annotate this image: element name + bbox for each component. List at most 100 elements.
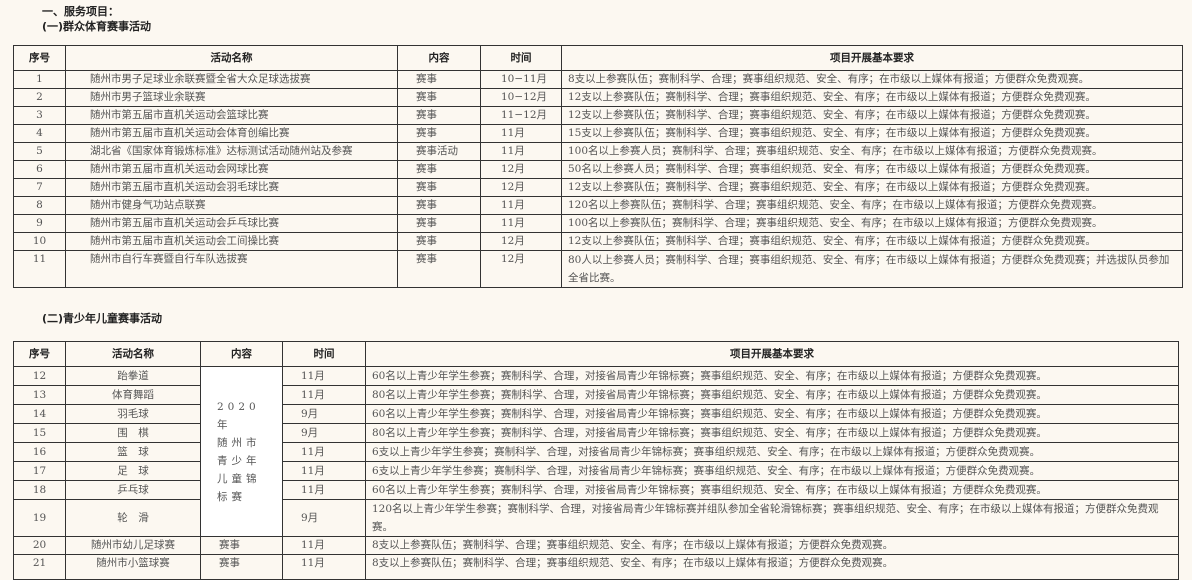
cell-requirements: 8支以上参赛队伍；赛制科学、合理；赛事组织规范、安全、有序；在市级以上媒体有报道… bbox=[365, 536, 1179, 555]
section2-title: (二)青少年儿童赛事活动 bbox=[42, 312, 163, 325]
cell-activity-name: 足 球 bbox=[65, 461, 201, 481]
cell-requirements: 100名以上参赛人员；赛制科学、合理；赛事组织规范、安全、有序；在市级以上媒体有… bbox=[561, 142, 1183, 161]
cell-time: 11月 bbox=[480, 196, 562, 215]
cell-requirements: 60名以上青少年学生参赛；赛制科学、合理，对接省局青少年锦标赛；赛事组织规范、安… bbox=[365, 404, 1179, 424]
cell-activity-name: 随州市男子篮球业余联赛 bbox=[65, 88, 398, 107]
table-row: 21 随州市小篮球赛 赛事 11月 8支以上参赛队伍；赛制科学、合理；赛事组织规范、安全… bbox=[13, 554, 1179, 580]
cell-activity-name: 篮 球 bbox=[65, 442, 201, 462]
cell-row-number: 18 bbox=[13, 480, 66, 500]
cell-requirements: 6支以上青少年学生参赛；赛制科学、合理，对接省局青少年锦标赛；赛事组织规范、安全… bbox=[365, 442, 1179, 462]
table-row: 17 足 球 11月 6支以上青少年学生参赛；赛制科学、合理，对接省局青少年锦标赛；赛… bbox=[13, 461, 1179, 481]
cell-activity-name: 随州市幼儿足球赛 bbox=[65, 536, 201, 555]
cell-content: 赛事 bbox=[397, 70, 481, 89]
cell-content: 赛事 bbox=[397, 196, 481, 215]
cell-activity-name: 羽毛球 bbox=[65, 404, 201, 424]
table-row: 8 随州市健身气功站点联赛 赛事 11月 120名以上参赛队伍；赛制科学、合理；赛事组织… bbox=[13, 196, 1183, 215]
cell-requirements: 12支以上参赛队伍；赛制科学、合理；赛事组织规范、安全、有序；在市级以上媒体有报… bbox=[561, 232, 1183, 251]
cell-requirements: 12支以上参赛队伍；赛制科学、合理；赛事组织规范、安全、有序；在市级以上媒体有报… bbox=[561, 88, 1183, 107]
cell-activity-name: 跆拳道 bbox=[65, 366, 201, 386]
cell-time: 9月 bbox=[282, 404, 366, 424]
cell-requirements: 80人以上参赛人员；赛制科学、合理；赛事组织规范、安全、有序；在市级以上媒体有报… bbox=[561, 250, 1183, 288]
cell-activity-name: 随州市第五届市直机关运动会工间操比赛 bbox=[65, 232, 398, 251]
cell-requirements: 80名以上青少年学生参赛；赛制科学、合理，对接省局青少年锦标赛；赛事组织规范、安… bbox=[365, 385, 1179, 405]
heading: 一、服务项目： bbox=[42, 5, 119, 18]
table-row: 18 乒乓球 11月 60名以上青少年学生参赛；赛制科学、合理，对接省局青少年锦标赛；… bbox=[13, 480, 1179, 500]
cell-row-number: 11 bbox=[13, 250, 66, 288]
cell-activity-name: 随州市第五届市直机关运动会羽毛球比赛 bbox=[65, 178, 398, 197]
table-row: 16 篮 球 11月 6支以上青少年学生参赛；赛制科学、合理，对接省局青少年锦标赛；赛… bbox=[13, 442, 1179, 462]
cell-time: 9月 bbox=[282, 423, 366, 443]
cell-time: 10−11月 bbox=[480, 70, 562, 89]
cell-content: 赛事 bbox=[397, 124, 481, 143]
cell-activity-name: 随州市第五届市直机关运动会乒乓球比赛 bbox=[65, 214, 398, 233]
cell-content: 赛事 bbox=[397, 106, 481, 125]
cell-row-number: 12 bbox=[13, 366, 66, 386]
cell-time: 12月 bbox=[480, 178, 562, 197]
cell-activity-name: 随州市男子足球业余联赛暨全省大众足球选拔赛 bbox=[65, 70, 398, 89]
cell-row-number: 14 bbox=[13, 404, 66, 424]
cell-content: 赛事 bbox=[200, 554, 283, 580]
header-time: 时间 bbox=[480, 45, 562, 71]
cell-time: 9月 bbox=[282, 499, 366, 537]
youth-sports-events-table: 序号 活动名称 内容 时间 项目开展基本要求 12 跆拳道 2020 年 随州市 青少年 儿童… bbox=[13, 341, 1179, 580]
cell-time: 10−12月 bbox=[480, 88, 562, 107]
cell-row-number: 10 bbox=[13, 232, 66, 251]
cell-requirements: 12支以上参赛队伍；赛制科学、合理；赛事组织规范、安全、有序；在市级以上媒体有报… bbox=[561, 178, 1183, 197]
table-row: 5 湖北省《国家体育锻炼标准》达标测试活动随州站及参赛 赛事活动 11月 100名以上参… bbox=[13, 142, 1183, 161]
merged-content-cell: 2020 年 随州市 青少年 儿童锦 标赛 bbox=[200, 366, 283, 537]
header-row-number: 序号 bbox=[13, 341, 66, 367]
cell-activity-name: 随州市第五届市直机关运动会篮球比赛 bbox=[65, 106, 398, 125]
cell-time: 12月 bbox=[480, 250, 562, 288]
cell-requirements: 50名以上参赛人员；赛制科学、合理；赛事组织规范、安全、有序；在市级以上媒体有报… bbox=[561, 160, 1183, 179]
cell-row-number: 3 bbox=[13, 106, 66, 125]
cell-row-number: 6 bbox=[13, 160, 66, 179]
table-row: 11 随州市自行车赛暨自行车队选拔赛 赛事 12月 80人以上参赛人员；赛制科学、合理；… bbox=[13, 250, 1183, 288]
cell-content: 赛事 bbox=[397, 160, 481, 179]
cell-activity-name: 随州市小篮球赛 bbox=[65, 554, 201, 580]
table-row: 10 随州市第五届市直机关运动会工间操比赛 赛事 12月 12支以上参赛队伍；赛制科学、… bbox=[13, 232, 1183, 251]
cell-time: 11月 bbox=[480, 214, 562, 233]
cell-time: 11月 bbox=[480, 124, 562, 143]
cell-requirements: 60名以上青少年学生参赛；赛制科学、合理，对接省局青少年锦标赛；赛事组织规范、安… bbox=[365, 366, 1179, 386]
table-row: 3 随州市第五届市直机关运动会篮球比赛 赛事 11−12月 12支以上参赛队伍；赛制科学… bbox=[13, 106, 1183, 125]
cell-time: 11月 bbox=[282, 554, 366, 580]
cell-content: 赛事 bbox=[397, 88, 481, 107]
table-row: 19 轮 滑 9月 120名以上青少年学生参赛；赛制科学、合理，对接省局青少年锦标赛并… bbox=[13, 499, 1179, 537]
cell-requirements: 15支以上参赛队伍；赛制科学、合理；赛事组织规范、安全、有序；在市级以上媒体有报… bbox=[561, 124, 1183, 143]
cell-time: 11月 bbox=[282, 442, 366, 462]
header-requirements: 项目开展基本要求 bbox=[561, 45, 1183, 71]
table-row: 15 围 棋 9月 80名以上青少年学生参赛；赛制科学、合理，对接省局青少年锦标赛；赛… bbox=[13, 423, 1179, 443]
table-row: 13 体育舞蹈 11月 80名以上青少年学生参赛；赛制科学、合理，对接省局青少年锦标赛… bbox=[13, 385, 1179, 405]
cell-row-number: 15 bbox=[13, 423, 66, 443]
cell-content: 赛事 bbox=[200, 536, 283, 555]
header-content: 内容 bbox=[397, 45, 481, 71]
cell-row-number: 1 bbox=[13, 70, 66, 89]
cell-activity-name: 随州市第五届市直机关运动会网球比赛 bbox=[65, 160, 398, 179]
cell-requirements: 80名以上青少年学生参赛；赛制科学、合理，对接省局青少年锦标赛；赛事组织规范、安… bbox=[365, 423, 1179, 443]
cell-time: 11月 bbox=[282, 366, 366, 386]
cell-time: 11月 bbox=[282, 461, 366, 481]
cell-content: 赛事 bbox=[397, 214, 481, 233]
cell-row-number: 9 bbox=[13, 214, 66, 233]
cell-requirements: 120名以上青少年学生参赛；赛制科学、合理，对接省局青少年锦标赛并组队参加全省轮… bbox=[365, 499, 1179, 537]
cell-time: 11月 bbox=[282, 385, 366, 405]
table-row: 7 随州市第五届市直机关运动会羽毛球比赛 赛事 12月 12支以上参赛队伍；赛制科学、合… bbox=[13, 178, 1183, 197]
cell-time: 12月 bbox=[480, 232, 562, 251]
table-row: 20 随州市幼儿足球赛 赛事 11月 8支以上参赛队伍；赛制科学、合理；赛事组织规范、安… bbox=[13, 536, 1179, 555]
cell-row-number: 8 bbox=[13, 196, 66, 215]
cell-content: 赛事 bbox=[397, 178, 481, 197]
cell-activity-name: 轮 滑 bbox=[65, 499, 201, 537]
cell-row-number: 13 bbox=[13, 385, 66, 405]
cell-content: 赛事 bbox=[397, 232, 481, 251]
cell-row-number: 19 bbox=[13, 499, 66, 537]
cell-requirements: 6支以上青少年学生参赛；赛制科学、合理，对接省局青少年锦标赛；赛事组织规范、安全… bbox=[365, 461, 1179, 481]
cell-activity-name: 湖北省《国家体育锻炼标准》达标测试活动随州站及参赛 bbox=[65, 142, 398, 161]
cell-activity-name: 随州市自行车赛暨自行车队选拔赛 bbox=[65, 250, 398, 288]
cell-content: 赛事活动 bbox=[397, 142, 481, 161]
cell-time: 11月 bbox=[480, 142, 562, 161]
table-row: 6 随州市第五届市直机关运动会网球比赛 赛事 12月 50名以上参赛人员；赛制科学、合理… bbox=[13, 160, 1183, 179]
header-activity-name: 活动名称 bbox=[65, 341, 201, 367]
cell-requirements: 100名以上参赛队伍；赛制科学、合理；赛事组织规范、安全、有序；在市级以上媒体有… bbox=[561, 214, 1183, 233]
cell-activity-name: 随州市第五届市直机关运动会体育创编比赛 bbox=[65, 124, 398, 143]
cell-row-number: 17 bbox=[13, 461, 66, 481]
